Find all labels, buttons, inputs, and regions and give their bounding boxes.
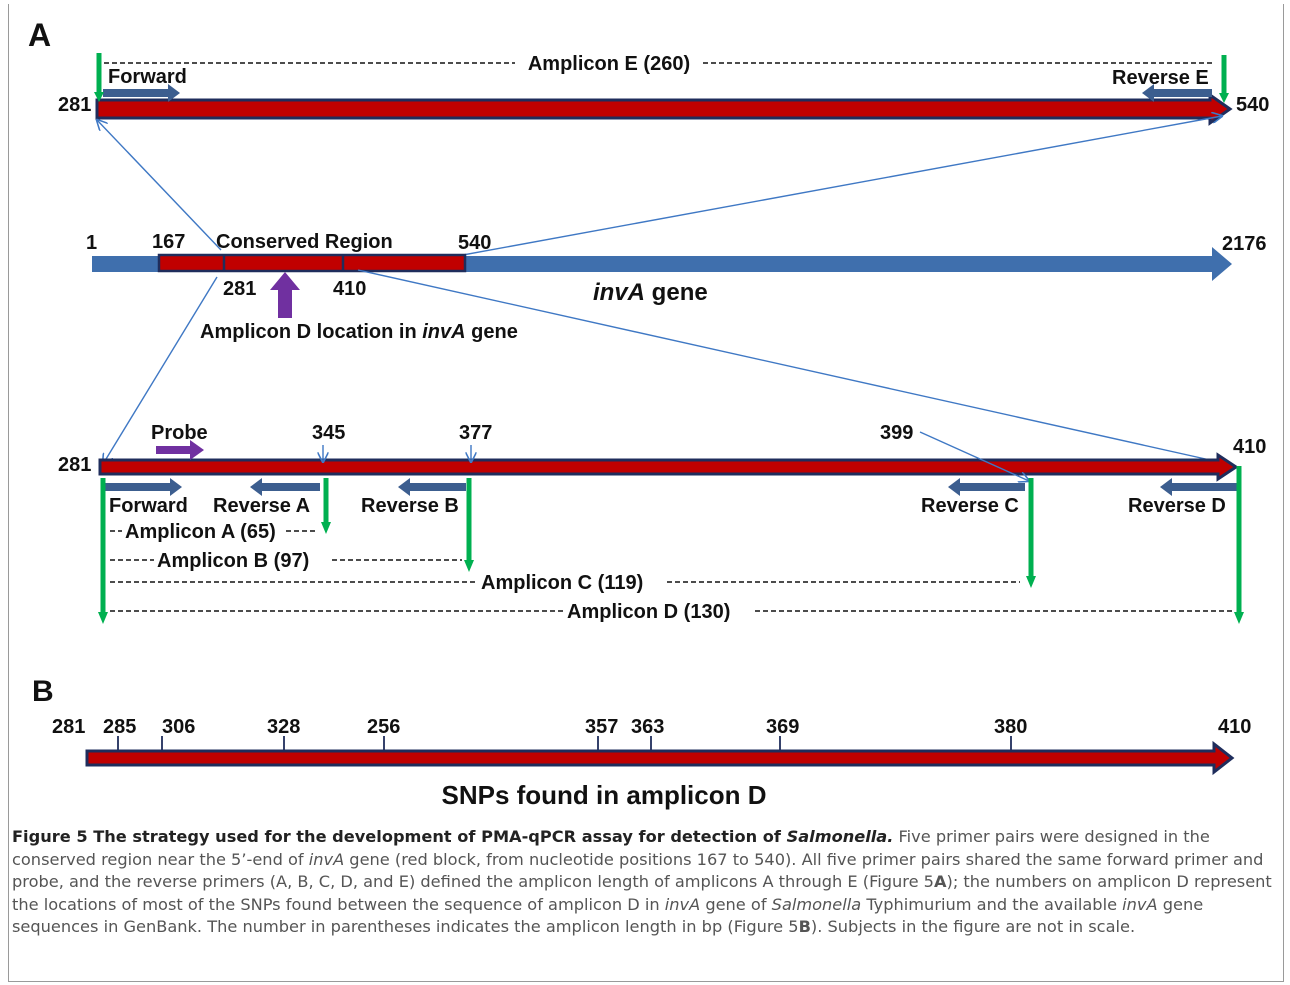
reverse-e-primer-arrow xyxy=(1142,84,1212,102)
pos-399-pointer xyxy=(919,431,1029,481)
snp-label: 369 xyxy=(766,716,799,738)
figure-frame xyxy=(8,4,1284,982)
caption-title: Figure 5 The strategy used for the devel… xyxy=(12,827,894,846)
snp-label: 256 xyxy=(367,716,400,738)
inva-gene-bar xyxy=(92,247,1232,281)
snp-label: 285 xyxy=(103,716,136,738)
probe-arrow xyxy=(156,440,204,460)
top-start-pos: 281 xyxy=(58,94,91,116)
snp-label: 380 xyxy=(994,716,1027,738)
reverse-e-label: Reverse E xyxy=(1112,67,1209,89)
green-marker-top-left xyxy=(94,53,104,102)
forward-primer-arrow xyxy=(105,478,182,496)
conserved-region-block xyxy=(157,253,467,273)
detail-start-pos: 281 xyxy=(58,454,91,476)
amplicon-start-pos: 281 xyxy=(223,278,256,300)
top-amplicon-bar xyxy=(95,92,1233,126)
green-marker-start xyxy=(98,478,108,624)
reverse-b-label: Reverse B xyxy=(361,495,459,517)
connector-281-to-detail xyxy=(103,276,218,464)
panel-b-letter: B xyxy=(32,675,54,708)
amplicon-c-label: Amplicon C (119) xyxy=(481,572,643,594)
snp-label: 306 xyxy=(162,716,195,738)
green-marker-b xyxy=(464,478,474,572)
green-marker-c xyxy=(1026,478,1036,588)
reverse-d-arrow xyxy=(1160,478,1238,496)
conserved-end-pos: 540 xyxy=(458,232,491,254)
reverse-a-label: Reverse A xyxy=(213,495,310,517)
gene-start-pos: 1 xyxy=(86,232,97,254)
green-marker-top-right xyxy=(1219,55,1229,103)
reverse-d-label: Reverse D xyxy=(1128,495,1226,517)
snp-bar xyxy=(85,740,1235,776)
snp-ticks xyxy=(117,736,1012,750)
probe-label: Probe xyxy=(151,422,208,444)
amplicon-b-label: Amplicon B (97) xyxy=(157,550,309,572)
connector-540-to-top xyxy=(462,116,1222,256)
snp-label: 281 xyxy=(52,716,85,738)
snp-label: 363 xyxy=(631,716,664,738)
reverse-b-arrow xyxy=(398,478,466,496)
top-end-pos: 540 xyxy=(1236,94,1269,116)
amplicon-a-label: Amplicon A (65) xyxy=(125,521,276,543)
forward-label: Forward xyxy=(109,495,188,517)
gene-end-pos: 2176 xyxy=(1222,233,1267,255)
panel-a-letter: A xyxy=(28,17,51,53)
forward-primer-arrow-top xyxy=(103,84,180,102)
pos-377-label: 377 xyxy=(459,422,492,444)
detail-amplicon-bar xyxy=(98,452,1239,482)
amplicon-e-label: Amplicon E (260) xyxy=(528,53,690,75)
conserved-region-label: Conserved Region xyxy=(216,231,393,253)
amplicon-end-pos: 410 xyxy=(333,278,366,300)
snp-label: 410 xyxy=(1218,716,1251,738)
pos-345-label: 345 xyxy=(312,422,345,444)
location-arrow xyxy=(270,272,300,318)
forward-label-top: Forward xyxy=(108,66,187,88)
snp-title: SNPs found in amplicon D xyxy=(441,780,766,810)
green-marker-d xyxy=(1234,466,1244,624)
connector-281-to-top xyxy=(97,120,222,251)
inva-gene-label: invA gene xyxy=(593,279,708,306)
conserved-start-pos: 167 xyxy=(152,231,185,253)
detail-end-pos: 410 xyxy=(1233,436,1266,458)
pos-399-label: 399 xyxy=(880,422,913,444)
amplicon-d-label: Amplicon D (130) xyxy=(567,601,730,623)
snp-label: 357 xyxy=(585,716,618,738)
reverse-a-arrow xyxy=(250,478,320,496)
reverse-c-arrow xyxy=(948,478,1025,496)
connector-410-to-detail xyxy=(357,269,1228,464)
location-label: Amplicon D location in invA gene xyxy=(200,321,518,343)
figure-caption: Figure 5 The strategy used for the devel… xyxy=(12,827,1272,937)
invA-strategy-diagram: A 281 540 Amplicon E (260) Forward Rever… xyxy=(28,17,1269,810)
snp-label: 328 xyxy=(267,716,300,738)
reverse-c-label: Reverse C xyxy=(921,495,1019,517)
green-marker-a xyxy=(321,478,331,534)
